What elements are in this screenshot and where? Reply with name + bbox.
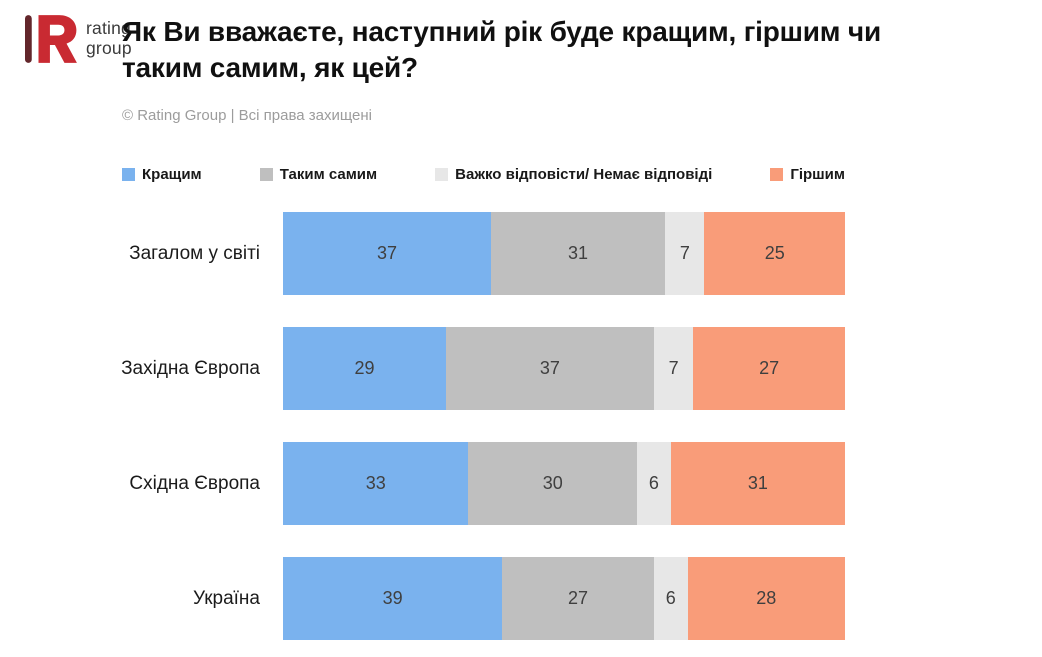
legend-label: Гіршим [790,166,845,183]
segment-value: 6 [648,473,659,493]
segment-value: 29 [354,358,375,378]
legend-item: Таким самим [259,166,378,183]
bar-segment: 31 [490,212,666,295]
logo-word-group: group [86,38,132,58]
segment-value: 37 [539,358,560,378]
bar-segment: 30 [468,442,638,525]
segment-value: 39 [382,588,403,608]
category-label: Східна Європа [129,472,260,494]
segment-value: 27 [568,588,589,608]
bar-segment: 39 [283,557,503,640]
segment-value: 27 [759,358,780,378]
segment-value: 31 [747,473,768,493]
segment-value: 31 [568,243,589,263]
segment-value: 37 [376,243,397,263]
segment-value: 25 [764,243,785,263]
segment-value: 7 [679,243,690,263]
bar-segment: 27 [693,327,845,410]
rating-group-logo-text: rating group [86,19,132,58]
rating-group-logo: rating group [25,15,132,63]
bar-segment: 27 [502,557,654,640]
bar-segment: 31 [670,442,845,525]
bar-segment: 28 [687,557,845,640]
segment-value: 6 [665,588,676,608]
chart-row: Західна Європа 29 37 7 27 [121,327,845,410]
chart-title: Як Ви вважаєте, наступний рік буде кращи… [122,16,881,84]
legend-item: Гіршим [770,166,845,183]
copyright-line: © Rating Group | Всі права захищені [122,107,373,124]
segment-value: 7 [668,358,679,378]
segment-value: 30 [542,473,563,493]
chart-legend: Кращим Таким самим Важко відповісти/ Немає… [122,166,845,183]
category-label: Україна [192,587,260,609]
bar-segment: 25 [704,212,845,295]
legend-swatch-icon [770,168,784,181]
logo-word-rating: rating [86,18,131,39]
segment-value: 33 [365,473,386,493]
legend-item: Важко відповісти/ Немає відповіді [435,166,712,183]
legend-label: Кращим [142,166,202,183]
legend-label: Важко відповісти/ Немає відповіді [455,166,713,183]
category-label: Загалом у світі [129,242,260,264]
legend-label: Таким самим [279,166,378,183]
stacked-bar: 33 30 6 31 [283,442,845,525]
bar-segment: 37 [445,327,654,410]
bar-segment: 33 [283,442,469,525]
stacked-bar: 37 31 7 25 [283,212,845,295]
chart-row: Україна 39 27 6 28 [122,557,845,640]
rating-group-logo-mark [25,15,77,63]
segment-value: 28 [756,588,777,608]
bar-segment: 6 [653,557,688,640]
bar-segment: 7 [665,212,705,295]
legend-swatch-icon [259,168,273,181]
chart-row: Східна Європа 33 30 6 31 [122,442,845,525]
stacked-bar: 29 37 7 27 [283,327,845,410]
legend-swatch-icon [122,168,135,181]
bar-segment: 6 [637,442,671,525]
bar-segment: 7 [653,327,694,410]
bar-segment: 29 [283,327,446,410]
bar-segment: 37 [283,212,491,295]
legend-swatch-icon [435,168,449,181]
chart-rows: Загалом у світі 37 31 7 25 Західна Європа 29 37… [121,212,845,640]
legend-item: Кращим [122,166,202,183]
chart-row: Загалом у світі 37 31 7 25 [122,212,845,295]
stacked-bar: 39 27 6 28 [283,557,845,640]
category-label: Західна Європа [121,357,260,379]
